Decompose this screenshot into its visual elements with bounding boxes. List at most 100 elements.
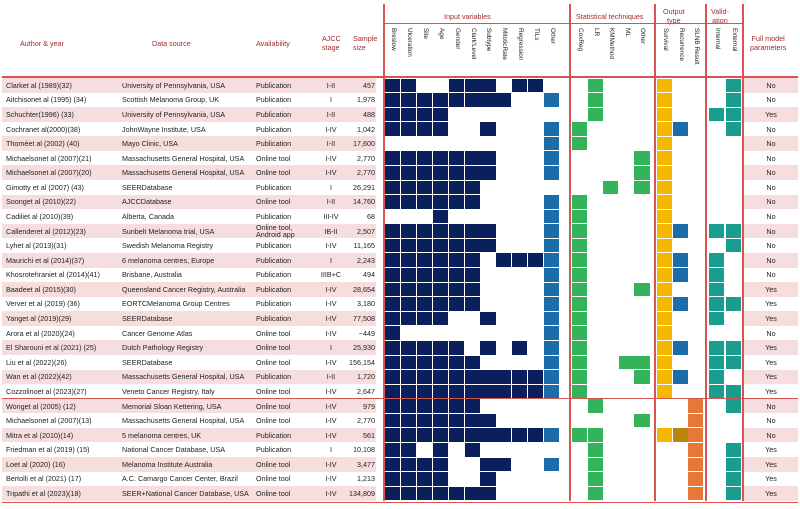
cell-sample-size: 10,108 [353, 445, 375, 455]
cell-data-source: University of Pennsylvania, USA [122, 80, 226, 90]
input-variable-cell [448, 340, 464, 355]
input-variable-cell [512, 340, 528, 355]
cell-availability: Publication [256, 212, 292, 221]
output-survival-cell [657, 78, 673, 93]
cell-full-model: Yes [765, 299, 777, 309]
output-slnb-cell [688, 486, 704, 501]
cell-data-source: Massachusetts General Hospital, USA [122, 372, 245, 382]
cell-ajcc-stage: I [330, 343, 332, 353]
input-variable-cell [416, 238, 432, 253]
cell-full-model: No [766, 95, 776, 105]
input-variable-cell [528, 78, 544, 93]
cell-data-source: SEERDatabase [122, 182, 173, 192]
cell-data-source: Memorial Sloan Kettering, USA [122, 401, 222, 411]
cell-author: Maurichi et al (2014)(37) [6, 255, 85, 265]
cell-author: Wan et al (2022)(42) [6, 372, 72, 382]
input-variable-cell [544, 195, 560, 209]
cell-data-source: Massachusetts General Hospital, USA [122, 416, 245, 426]
cell-ajcc-stage: III-IV [323, 212, 339, 221]
input-variable-cell [464, 370, 480, 384]
cell-data-source: 6 melanoma centres, Europe [122, 255, 215, 265]
input-variable-cell [432, 399, 448, 413]
row-stripe [744, 223, 798, 239]
cell-author: Mitra et al (2010)(14) [6, 430, 74, 440]
row-stripe [744, 427, 798, 443]
validation-cell [709, 224, 725, 238]
input-variable-cell [432, 472, 448, 486]
input-variable-cell [432, 209, 448, 224]
input-variable-cell [432, 151, 448, 165]
validation-cell [725, 486, 741, 501]
validation-cell [725, 472, 741, 486]
row-stripe [2, 457, 376, 472]
input-variable-cell [464, 151, 480, 165]
input-variable-cell [464, 180, 480, 195]
row-stripe [2, 165, 376, 181]
output-survival-cell [657, 297, 673, 311]
col-header-input: Gender [453, 28, 461, 50]
stat-technique-cell [572, 136, 588, 151]
cell-sample-size: 68 [367, 212, 375, 221]
cell-availability: Publication [256, 139, 292, 149]
validation-cell [709, 355, 725, 370]
input-variable-cell [448, 486, 464, 501]
input-variable-cell [432, 297, 448, 311]
cell-ajcc-stage: I-IV [325, 314, 337, 324]
column-divider [654, 4, 656, 501]
cell-data-source: Massachusetts General Hospital, USA [122, 153, 245, 163]
cell-sample-size: 3,477 [357, 459, 375, 469]
input-variable-cell [448, 165, 464, 180]
input-variable-cell [400, 107, 417, 122]
input-variable-cell [544, 253, 560, 268]
input-variable-cell [432, 195, 448, 209]
input-variable-cell [416, 428, 432, 442]
cell-sample-size: 561 [363, 430, 375, 440]
cell-sample-size: 156,154 [349, 357, 375, 367]
input-variable-cell [385, 355, 401, 370]
validation-cell [725, 93, 741, 107]
output-recurrence-cell [672, 370, 688, 384]
header-ajcc: AJCC stage [322, 34, 341, 52]
cell-availability: Publication [256, 299, 292, 309]
row-stripe [744, 252, 798, 268]
input-variable-cell [448, 180, 464, 195]
cell-ajcc-stage: I [330, 95, 332, 105]
input-variable-cell [385, 151, 401, 165]
output-survival-cell [657, 428, 673, 442]
output-recurrence-cell [672, 268, 688, 282]
stat-technique-cell [603, 180, 619, 195]
validation-cell [709, 268, 725, 282]
cell-full-model: No [766, 430, 776, 440]
output-survival-cell [657, 355, 673, 370]
column-divider [569, 4, 571, 501]
stat-technique-cell [572, 326, 588, 340]
input-variable-cell [480, 151, 496, 165]
cell-availability: Publication [256, 445, 292, 455]
cell-sample-size: 26,291 [353, 182, 375, 192]
input-variable-cell [448, 253, 464, 268]
cell-availability: Publication [256, 124, 292, 134]
cell-data-source: Massachusetts General Hospital, USA [122, 168, 245, 178]
input-variable-cell [416, 311, 432, 326]
cell-data-source: SEERDatabase [122, 357, 173, 367]
input-variable-cell [400, 311, 417, 326]
stat-technique-cell [572, 224, 588, 238]
input-variable-cell [385, 93, 401, 107]
col-header-output: SLNB Result [693, 28, 701, 65]
cell-sample-size: 11,165 [353, 241, 375, 251]
output-survival-cell [657, 136, 673, 151]
cell-ajcc-stage: I-II [326, 372, 336, 382]
validation-cell [709, 253, 725, 268]
col-header-stat: KMMethod [608, 28, 616, 59]
cell-sample-size: 2,770 [357, 168, 375, 178]
input-variable-cell [544, 370, 560, 384]
cell-data-source: Scottish Melanoma Group, UK [122, 95, 220, 105]
cell-data-source: AJCCDatabase [122, 197, 172, 207]
cell-full-model: No [766, 124, 776, 134]
validation-cell [725, 122, 741, 136]
input-variable-cell [432, 122, 448, 136]
cell-author: Liu et al (2022)(26) [6, 357, 67, 367]
cell-full-model: Yes [765, 284, 777, 294]
header-output-type: Output type [663, 7, 685, 25]
row-stripe [2, 369, 376, 385]
